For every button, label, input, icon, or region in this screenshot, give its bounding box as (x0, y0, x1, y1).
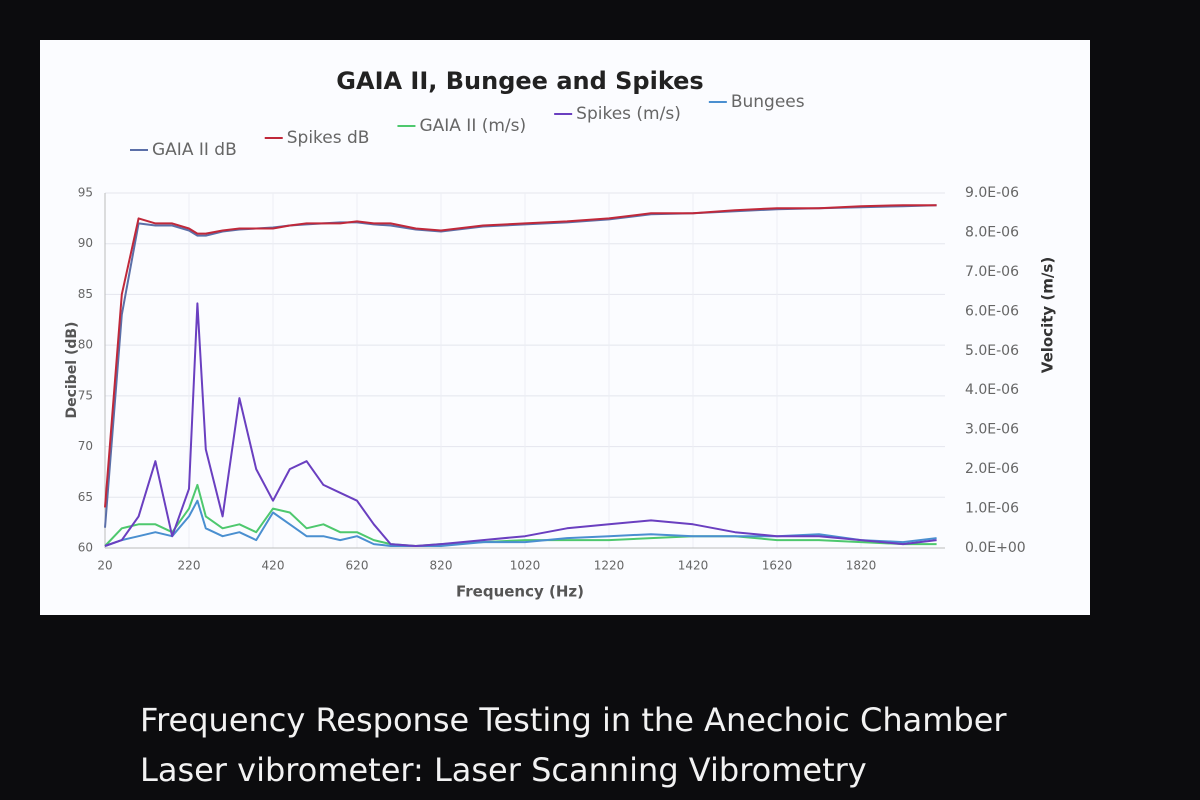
legend-label: Spikes (m/s) (576, 104, 681, 124)
y-tick-label: 60 (78, 541, 93, 555)
caption-line: Laser vibrometer: Laser Scanning Vibrome… (140, 751, 867, 789)
y2-tick-label: 7.0E-06 (965, 264, 1019, 280)
y2-tick-label: 9.0E-06 (965, 185, 1019, 201)
y2-axis-title: Velocity (m/s) (1039, 257, 1057, 373)
y-tick-label: 85 (78, 287, 93, 301)
y2-tick-label: 8.0E-06 (965, 224, 1019, 240)
x-tick-label: 1820 (846, 559, 877, 573)
x-tick-label: 1220 (594, 559, 625, 573)
series-line (104, 302, 937, 547)
legend-label: GAIA II dB (152, 140, 237, 160)
y2-tick-label: 5.0E-06 (965, 343, 1019, 359)
y-tick-label: 80 (78, 338, 93, 352)
chart-title: GAIA II, Bungee and Spikes (336, 67, 703, 95)
y-tick-label: 90 (78, 236, 93, 250)
x-tick-label: 620 (346, 559, 369, 573)
x-tick-label: 220 (178, 559, 201, 573)
y-tick-label: 70 (78, 439, 93, 453)
legend-label: Spikes dB (287, 128, 370, 148)
legend-label: Bungees (731, 92, 805, 112)
x-tick-label: 820 (430, 559, 453, 573)
y2-tick-label: 3.0E-06 (965, 422, 1019, 438)
y2-tick-label: 0.0E+00 (965, 540, 1026, 556)
y2-tick-label: 1.0E-06 (965, 501, 1019, 517)
y2-tick-label: 2.0E-06 (965, 461, 1019, 477)
y2-tick-label: 6.0E-06 (965, 303, 1019, 319)
x-tick-label: 1020 (510, 559, 541, 573)
series-line (104, 499, 937, 547)
x-tick-label: 1420 (678, 559, 709, 573)
legend-label: GAIA II (m/s) (419, 116, 526, 136)
y-tick-label: 65 (78, 490, 93, 504)
chart-panel (40, 40, 1090, 615)
y-axis-title: Decibel (dB) (64, 322, 80, 419)
x-tick-label: 1620 (762, 559, 793, 573)
x-tick-label: 20 (97, 559, 112, 573)
y-tick-label: 75 (78, 388, 93, 402)
series-line (104, 204, 937, 508)
y2-tick-label: 4.0E-06 (965, 382, 1019, 398)
y-tick-label: 95 (78, 186, 93, 200)
x-tick-label: 420 (262, 559, 285, 573)
x-axis-title: Frequency (Hz) (456, 583, 584, 601)
caption-line: Frequency Response Testing in the Anecho… (140, 701, 1007, 739)
